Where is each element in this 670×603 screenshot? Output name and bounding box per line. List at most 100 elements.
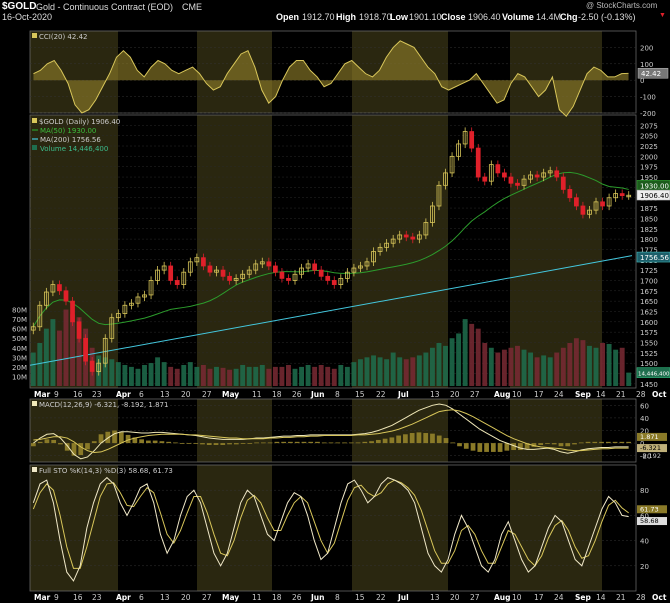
macd-histogram-bar [457, 443, 462, 447]
volume-bar [240, 364, 246, 386]
x-tick-label: 6 [139, 593, 144, 602]
macd-histogram-bar [538, 443, 544, 445]
x-tick-label: 27 [470, 593, 480, 602]
candle-body [384, 242, 389, 248]
month-band [267, 465, 272, 591]
volume-bar [541, 355, 547, 386]
volume-bar [214, 366, 219, 386]
macd-signal-badge-label: -8.192 [640, 452, 661, 460]
cci-tick-label: 100 [640, 61, 653, 69]
volume-bar [122, 364, 128, 386]
macd-histogram-bar [443, 438, 449, 444]
macd-histogram-bar [31, 443, 36, 447]
cci-legend-label: CCI(20) 42.42 [39, 33, 87, 41]
x-tick-label: Sep [575, 593, 591, 602]
x-tick-label: 18 [272, 390, 282, 399]
sto-d-badge [637, 505, 667, 514]
price-tick-label: 1675 [640, 288, 658, 296]
macd-legend-label: MACD(12,26,9) -6.321, -8.192, 1.871 [39, 401, 168, 409]
macd-histogram-bar [288, 441, 293, 444]
candle-body [436, 184, 442, 207]
macd-histogram-bar [328, 442, 334, 444]
macd-histogram-bar [227, 443, 232, 445]
macd-histogram-bar [463, 443, 469, 449]
macd-histogram-bar [430, 433, 435, 444]
candle-body [220, 269, 226, 277]
price-tick-label: 2050 [640, 133, 658, 141]
month-band [267, 31, 272, 113]
price-tick-label: 2025 [640, 143, 658, 151]
candle-body [534, 174, 540, 178]
x-tick-label: 23 [92, 593, 102, 602]
macd-histogram-bar [247, 443, 253, 444]
candle-body [115, 313, 121, 319]
open-value: 1912.70 [302, 12, 335, 22]
chart-date: 16-Oct-2020 [2, 12, 53, 22]
candle-body [109, 317, 115, 339]
candle-body [475, 147, 481, 178]
candle-body [207, 265, 213, 273]
volume-tick-label: 40M [12, 345, 27, 353]
candle-body [135, 296, 141, 304]
volume-bar [168, 366, 174, 386]
x-tick-label: 26 [292, 390, 302, 399]
price-tick-label: 1500 [640, 360, 658, 368]
volume-bar [357, 359, 363, 386]
volume-tick-label: 80M [12, 307, 27, 315]
volume-bar [626, 372, 632, 386]
x-tick-label: 20 [450, 593, 460, 602]
month-band [352, 465, 430, 591]
candle-body [456, 143, 461, 157]
volume-bar [547, 357, 553, 386]
volume-bar [174, 368, 180, 386]
candle-body [403, 234, 409, 238]
x-tick-label: 16 [73, 390, 83, 399]
macd-hist-badge-label: 1.871 [640, 433, 659, 441]
volume-bar [318, 364, 324, 386]
macd-histogram-bar [112, 430, 117, 444]
candle-body [502, 172, 507, 178]
x-tick-label: 21 [616, 593, 626, 602]
volume-tick-label: 60M [12, 326, 27, 334]
macd-histogram-bar [105, 431, 111, 444]
x-tick-label: 28 [636, 593, 646, 602]
volume-tick-label: 70M [12, 316, 27, 324]
volume-bar [429, 347, 435, 386]
macd-histogram-bar [254, 442, 259, 444]
volume-bar [613, 349, 619, 386]
ma50-legend-label: MA(50) 1930.00 [40, 127, 96, 135]
candle-body [410, 236, 416, 240]
volume-bar [410, 357, 416, 386]
x-tick-label: 8 [335, 593, 340, 602]
volume-bar [115, 362, 121, 386]
sto-legend-label: Full STO %K(14,3) %D(3) 58.68, 61.73 [39, 467, 173, 475]
volume-bar [364, 357, 370, 386]
volume-bar [37, 343, 43, 386]
volume-bar [299, 366, 305, 386]
macd-histogram-bar [599, 441, 604, 444]
volume-bar [109, 359, 115, 386]
volume-bar [155, 357, 161, 386]
chg-value: -2.50 (-0.13%) [578, 12, 636, 22]
exchange: CME [182, 2, 202, 12]
volume-legend-swatch [32, 145, 37, 150]
month-band [352, 115, 430, 388]
macd-histogram-bar [531, 443, 537, 447]
candle-body [430, 205, 435, 223]
volume-bar [554, 352, 560, 386]
macd-histogram-bar [585, 441, 591, 444]
volume-bar [266, 368, 272, 386]
macd-histogram-bar [335, 442, 341, 444]
volume-bar [102, 357, 108, 386]
cci-legend-swatch [32, 33, 37, 38]
macd-legend-swatch [32, 401, 37, 406]
candle-body [227, 275, 232, 281]
x-tick-label: 15 [355, 593, 365, 602]
macd-histogram-bar [139, 439, 144, 444]
candle-body [462, 131, 468, 145]
macd-histogram-bar [98, 434, 104, 444]
volume-badge-label: 14,446,400 [638, 372, 670, 378]
volume-bar [292, 368, 298, 386]
candle-body [449, 155, 455, 174]
volume-bar [390, 352, 396, 386]
